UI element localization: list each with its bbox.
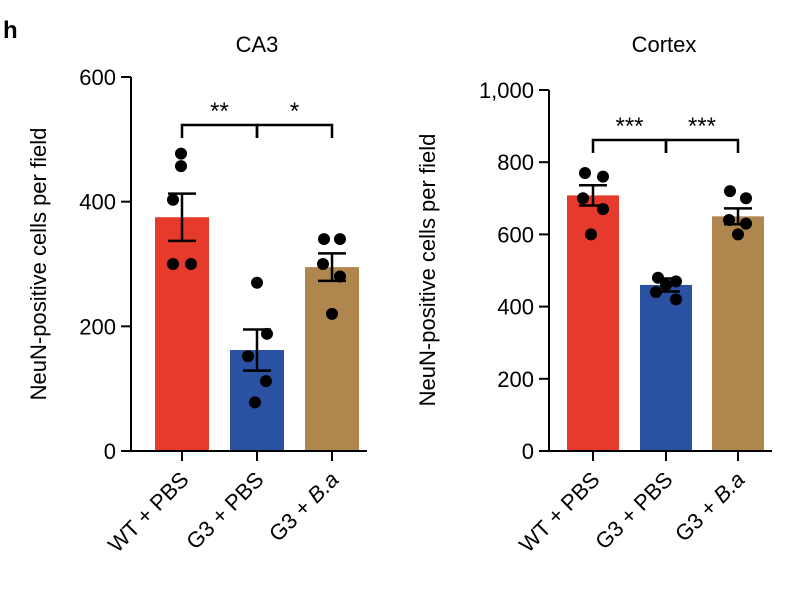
data-point	[326, 307, 338, 320]
significance-label: **	[210, 98, 229, 125]
bar-3	[305, 267, 359, 451]
y-tick-label: 200	[497, 367, 534, 392]
data-point	[740, 192, 752, 205]
y-axis-label: NeuN-positive cells per field	[26, 128, 51, 401]
bar-1	[155, 217, 209, 451]
category-label-text: G3 + PBS	[181, 467, 268, 554]
chart-title: CA3	[236, 32, 279, 57]
y-tick-label: 0	[104, 439, 116, 464]
y-tick-label: 600	[79, 65, 116, 90]
data-point	[167, 193, 179, 206]
category-label: G3 + B.a	[670, 467, 750, 547]
bar-2	[640, 284, 692, 451]
y-tick-label: 200	[79, 314, 116, 339]
data-point	[650, 286, 662, 299]
y-axis-label: NeuN-positive cells per field	[415, 134, 440, 407]
data-point	[334, 270, 346, 283]
y-tick-label: 400	[497, 295, 534, 320]
data-point	[660, 278, 672, 291]
data-point	[597, 170, 609, 183]
data-point	[585, 228, 597, 241]
panel-label: h	[3, 17, 18, 44]
data-point	[740, 217, 752, 230]
category-label: WT + PBS	[514, 467, 604, 557]
data-point	[652, 271, 664, 284]
significance-label: ***	[688, 113, 716, 140]
data-point	[175, 147, 187, 160]
data-point	[334, 233, 346, 246]
y-tick-label: 800	[497, 150, 534, 175]
category-label-text: G3 + PBS	[590, 467, 677, 554]
category-label-text: WT + PBS	[514, 467, 604, 557]
data-point	[723, 213, 735, 226]
data-point	[251, 276, 263, 289]
data-point	[724, 185, 736, 198]
y-tick-label: 600	[497, 222, 534, 247]
significance-label: *	[290, 98, 299, 125]
data-point	[261, 327, 273, 340]
significance-bracket	[664, 138, 740, 153]
data-point	[732, 228, 744, 241]
significance-bracket	[255, 123, 334, 138]
y-tick-label: 0	[522, 439, 534, 464]
data-point	[242, 350, 254, 363]
category-label: G3 + B.a	[264, 467, 344, 547]
chart-ca3: CA3 NeuN-positive cells per field 0 200 400 6…	[26, 32, 367, 557]
y-tick-label: 1,000	[479, 78, 534, 103]
category-label-text: WT + PBS	[103, 467, 193, 557]
category-label: WT + PBS	[103, 467, 193, 557]
significance-bracket	[180, 123, 259, 138]
category-label: G3 + PBS	[181, 467, 268, 554]
data-point	[167, 258, 179, 270]
category-label: G3 + PBS	[590, 467, 677, 554]
significance-bracket	[591, 138, 668, 153]
y-tick-label: 400	[79, 190, 116, 215]
data-point	[249, 396, 261, 409]
data-point	[185, 258, 197, 270]
data-point	[597, 203, 609, 216]
chart-cortex: Cortex NeuN-positive cells per field 0 200 4…	[415, 32, 772, 557]
significance-label: ***	[615, 113, 643, 140]
data-point	[670, 275, 682, 288]
data-point	[579, 167, 591, 180]
chart-title: Cortex	[632, 32, 697, 57]
data-point	[317, 258, 329, 270]
bar-3	[712, 216, 764, 451]
data-point	[318, 233, 330, 246]
data-point	[260, 375, 272, 388]
data-point	[577, 192, 589, 205]
data-point	[175, 160, 187, 173]
data-point	[670, 293, 682, 306]
